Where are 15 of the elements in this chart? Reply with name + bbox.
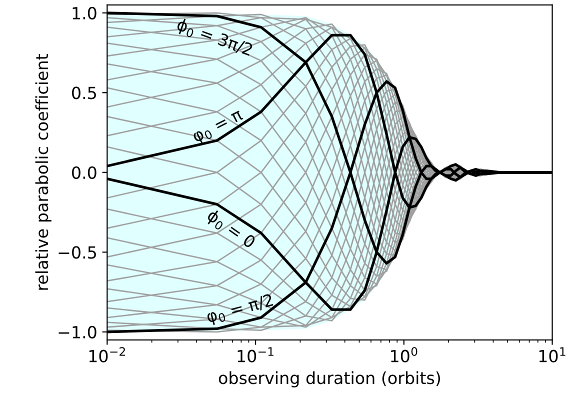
x-tick-label: 10$^{−2}$ bbox=[89, 347, 125, 362]
y-tick-label: 0.0 bbox=[72, 166, 96, 179]
y-axis-title: relative parabolic coefficient bbox=[35, 54, 52, 290]
annotation: φ$_{0}$ = π bbox=[192, 110, 245, 146]
x-tick-label: 10$^{1}$ bbox=[539, 347, 566, 362]
annotation: ϕ$_{0}$ = 3π/2 bbox=[175, 17, 254, 60]
x-tick-label: 10$^{0}$ bbox=[391, 347, 418, 362]
y-tick-label: 0.5 bbox=[72, 86, 96, 100]
y-tick-label: −1.0 bbox=[58, 326, 96, 338]
x-tick-label: 10$^{−1}$ bbox=[238, 347, 274, 362]
annotation: φ$_{0}$ = π/2 bbox=[206, 293, 274, 326]
annotation: ϕ$_{0}$ = 0 bbox=[204, 208, 257, 252]
x-axis-title: observing duration (orbits) bbox=[218, 371, 440, 388]
y-tick-label: −0.5 bbox=[58, 246, 96, 259]
y-tick-label: 1.0 bbox=[72, 6, 96, 20]
